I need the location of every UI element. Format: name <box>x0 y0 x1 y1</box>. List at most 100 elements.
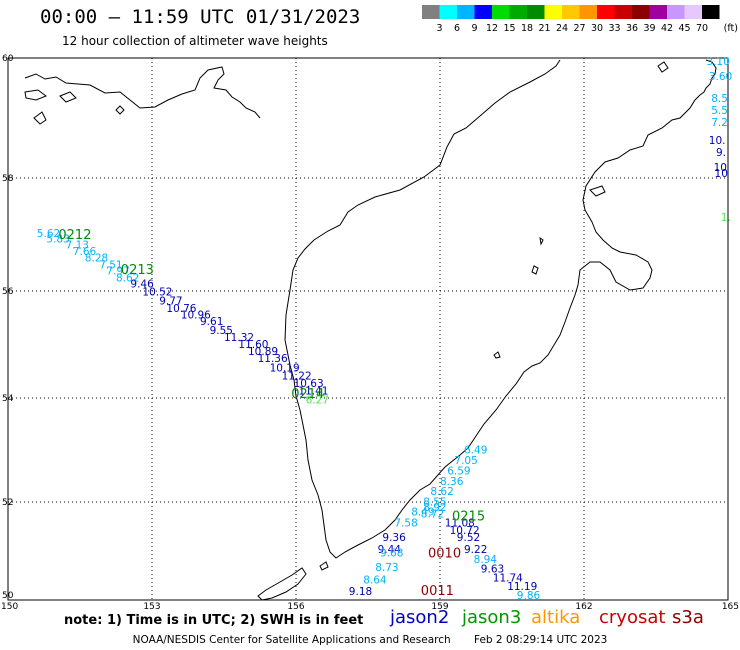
wave-height-value: 8.92 <box>423 502 446 514</box>
north-island-4 <box>115 105 125 115</box>
wave-height-value: 11.41 <box>298 385 328 397</box>
note-text: note: 1) Time is in UTC; 2) SWH is in fe… <box>64 613 364 628</box>
satellite-altika: altika <box>531 607 581 628</box>
wave-height-value: 5.5 <box>711 105 728 117</box>
wave-height-value: 9.63 <box>481 564 504 576</box>
wave-height-value: 8.73 <box>375 562 398 574</box>
legend-swatch <box>457 5 475 19</box>
footer: NOAA/NESDIS Center for Satellite Applica… <box>0 634 740 646</box>
wave-height-value: 7.51 <box>99 259 122 271</box>
legend-label: 21 <box>538 23 550 34</box>
wave-height-value: 3.60 <box>709 71 732 83</box>
legend-swatch <box>597 5 615 19</box>
satellite-jason2: jason2 <box>390 607 450 628</box>
north-island-2 <box>33 111 47 125</box>
north-island-3 <box>59 91 77 103</box>
wave-height-value: 9. <box>716 147 726 159</box>
legend-swatch <box>509 5 527 19</box>
grid-lines <box>7 57 729 601</box>
wave-height-value: 8.62 <box>116 272 139 284</box>
legend-swatch <box>649 5 667 19</box>
wave-height-value: 10.76 <box>166 303 196 315</box>
small-island-1 <box>531 265 539 275</box>
x-tick-label: 150 <box>1 602 18 612</box>
ne-island <box>657 61 669 73</box>
legend-label: 45 <box>678 23 690 34</box>
wave-height-value: 10.63 <box>294 378 324 390</box>
wave-height-value: 9.77 <box>159 295 182 307</box>
wave-height-value: 8.5 <box>711 93 728 105</box>
legend-label: 33 <box>608 23 620 34</box>
wave-height-value: 11.36 <box>258 353 288 365</box>
wave-height-value: 7.97 <box>106 266 129 278</box>
satellite-s3a: s3a <box>672 607 704 628</box>
wave-height-value: 11.19 <box>507 581 537 593</box>
wave-height-value: 9.46 <box>130 279 154 291</box>
legend-swatch <box>562 5 580 19</box>
satellite-cryosat: cryosat <box>599 607 666 628</box>
wave-height-value: 9.18 <box>349 586 372 598</box>
wave-height-value: 8.49 <box>411 507 434 519</box>
legend-label: 70 <box>696 23 708 34</box>
timestamp-text: Feb 2 08:29:14 UTC 2023 <box>474 634 608 646</box>
wave-height-value: 9.68 <box>380 547 403 559</box>
y-tick-label: 50 <box>2 591 14 601</box>
north-island-1 <box>24 89 48 101</box>
karaginsky-island <box>589 185 606 197</box>
legend-swatch <box>422 5 440 19</box>
wave-height-value: 5.62 <box>37 228 60 240</box>
wave-height-value: 8.62 <box>430 486 453 498</box>
color-legend: 3 6 9 12 15 18 21 24 27 30 33 36 39 42 45 70 (ft) <box>422 5 738 34</box>
wave-height-value: 6.59 <box>447 465 470 477</box>
axis-tick-labels: 150 153 156 159 162 165 60 58 56 54 52 50 <box>1 54 739 612</box>
legend-label: 27 <box>573 23 585 34</box>
wave-height-value: 11.32 <box>224 332 254 344</box>
legend-swatch <box>702 5 720 19</box>
wave-height-value: 9.44 <box>378 544 402 556</box>
wave-height-value: 10 <box>715 168 728 180</box>
wave-height-value: 7.05 <box>454 455 477 467</box>
wave-height-value: 6.27 <box>306 395 329 407</box>
wave-height-value: 10.52 <box>142 286 172 298</box>
wave-height-value: 5.83 <box>46 233 69 245</box>
satellite-jason3: jason3 <box>462 607 522 628</box>
wave-height-value: 9.52 <box>457 532 480 544</box>
wave-height-value: 10.96 <box>181 309 211 321</box>
legend-swatch <box>614 5 632 19</box>
wave-height-value: 11.08 <box>445 518 475 530</box>
wave-height-value: 8.55 <box>423 496 446 508</box>
wave-height-value: 7.13 <box>66 240 89 252</box>
y-tick-label: 58 <box>2 174 14 184</box>
wave-height-value: 9.22 <box>464 544 487 556</box>
page-title: 00:00 — 11:59 UTC 01/31/2023 <box>40 6 361 28</box>
legend-label: 6 <box>454 23 460 34</box>
small-island-3 <box>493 351 501 359</box>
x-tick-label: 165 <box>722 602 739 612</box>
wave-height-value: 8.72 <box>421 509 444 521</box>
legend-unit: (ft) <box>724 23 738 34</box>
small-island-2 <box>539 236 544 246</box>
legend-label: 42 <box>661 23 673 34</box>
wave-height-value: 7.66 <box>73 246 97 258</box>
kuril-island-1 <box>257 567 307 601</box>
legend-swatch <box>579 5 597 19</box>
wave-height-value: 11.60 <box>238 339 268 351</box>
x-tick-label: 153 <box>143 602 160 612</box>
pass-label: 0214 <box>291 387 324 402</box>
map-frame <box>7 57 729 601</box>
wave-height-value: 8.94 <box>474 554 498 566</box>
legend-label: 30 <box>591 23 603 34</box>
wave-height-value: 7.58 <box>394 518 417 530</box>
wave-height-value: 7.2 <box>711 117 728 129</box>
pass-label: 0215 <box>452 510 485 525</box>
wave-height-value: 8.64 <box>363 574 387 586</box>
y-tick-label: 60 <box>2 54 14 64</box>
pass-label: 0212 <box>58 228 91 243</box>
wave-height-values: 5.625.837.137.668.287.517.978.629.4610.5… <box>37 56 732 602</box>
wave-height-value: 11.74 <box>493 572 523 584</box>
legend-swatch <box>527 5 545 19</box>
wave-height-value: 9.55 <box>210 325 233 337</box>
wave-height-value: 10.89 <box>248 346 278 358</box>
y-tick-label: 56 <box>2 287 14 297</box>
x-tick-label: 162 <box>575 602 592 612</box>
